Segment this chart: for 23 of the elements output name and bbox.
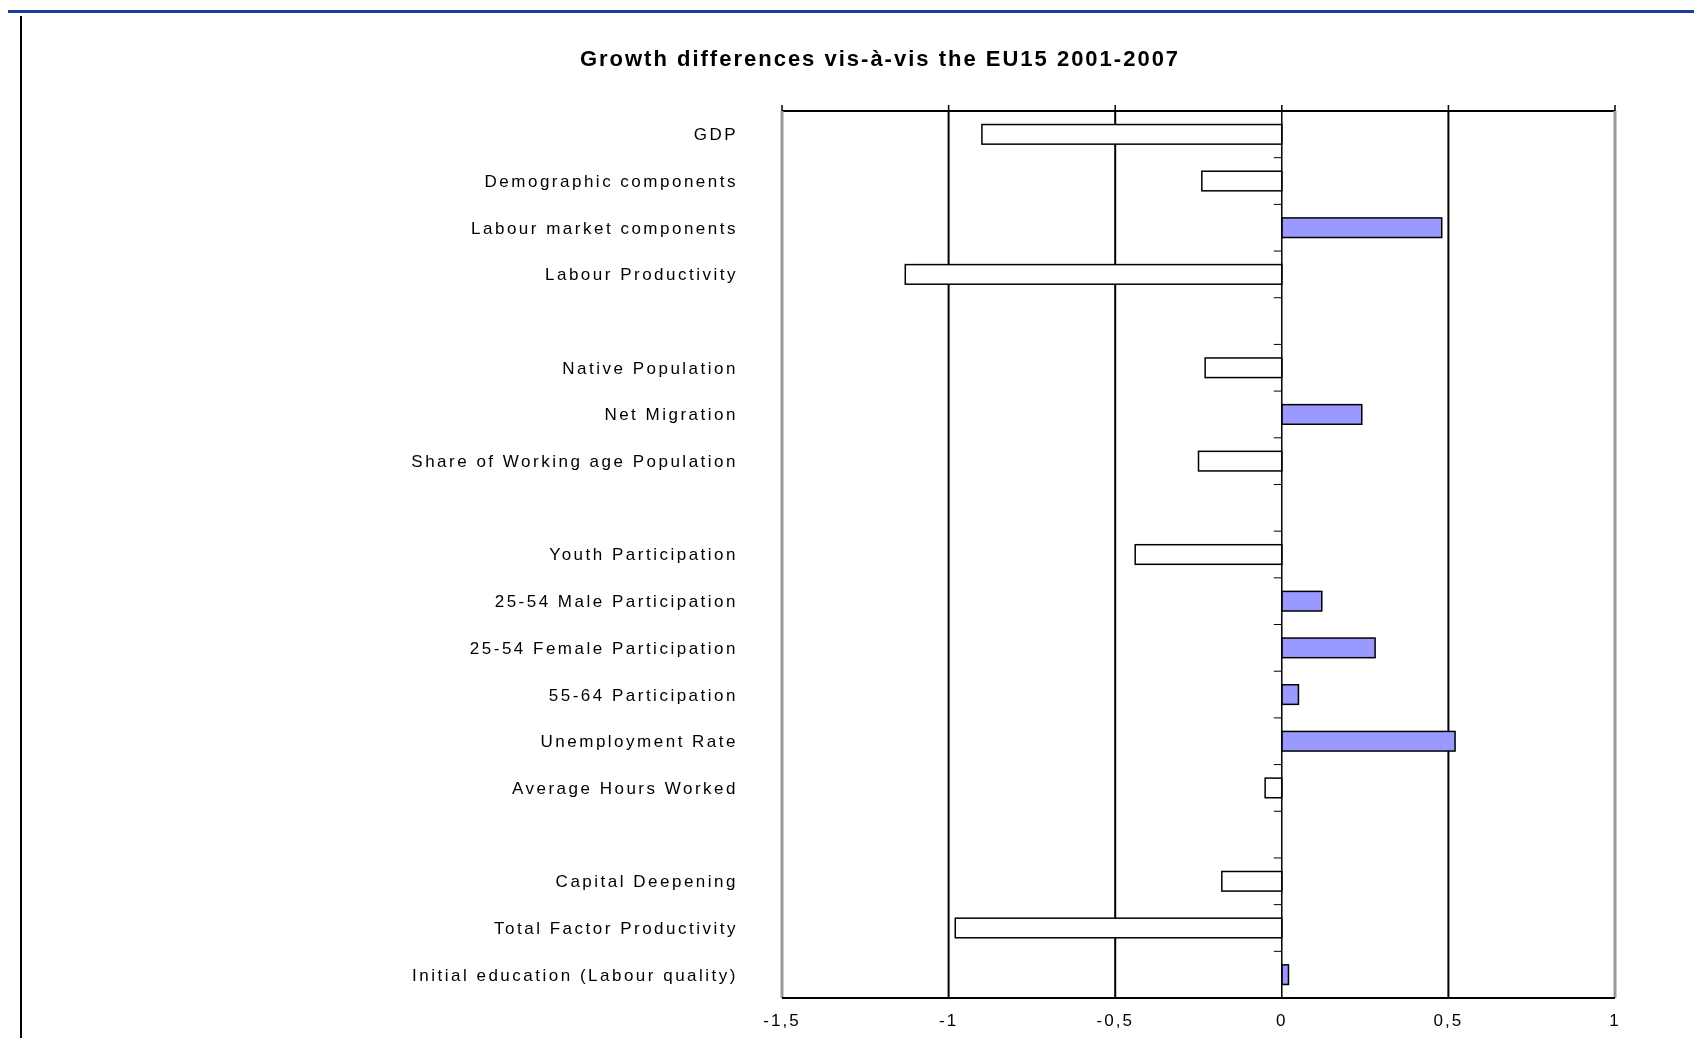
x-tick-label: -1 (939, 1011, 959, 1030)
y-tick-label: Initial education (Labour quality) (412, 965, 738, 985)
y-tick-label: 25-54 Female Participation (469, 638, 738, 658)
y-tick-label: Unemployment Rate (540, 732, 738, 752)
x-tick-label: 0,5 (1433, 1011, 1464, 1030)
y-tick-label: Total Factor Productivity (494, 918, 738, 938)
y-tick-label: Capital Deepening (555, 872, 738, 892)
y-tick-label: 55-64 Participation (548, 685, 738, 705)
x-tick-label: 1 (1609, 1011, 1621, 1030)
y-tick-label: Native Population (562, 358, 738, 378)
chart-title: Growth differences vis-à-vis the EU15 2001-2007 (579, 46, 1181, 71)
y-tick-label: GDP (693, 125, 738, 145)
y-tick-label: Average Hours Worked (511, 778, 738, 798)
x-tick-label: 0 (1276, 1011, 1288, 1030)
x-tick-label: -0,5 (1096, 1011, 1134, 1030)
y-tick-label: Labour Productivity (544, 265, 738, 285)
x-tick-label: -1,5 (763, 1011, 801, 1030)
y-tick-label: Share of Working age Population (411, 452, 738, 472)
y-tick-label: Youth Participation (549, 545, 738, 565)
y-tick-label: Demographic components (484, 171, 738, 191)
y-tick-label: Net Migration (604, 405, 738, 425)
y-tick-label: Labour market components (471, 218, 738, 238)
y-tick-label: 25-54 Male Participation (494, 592, 738, 612)
